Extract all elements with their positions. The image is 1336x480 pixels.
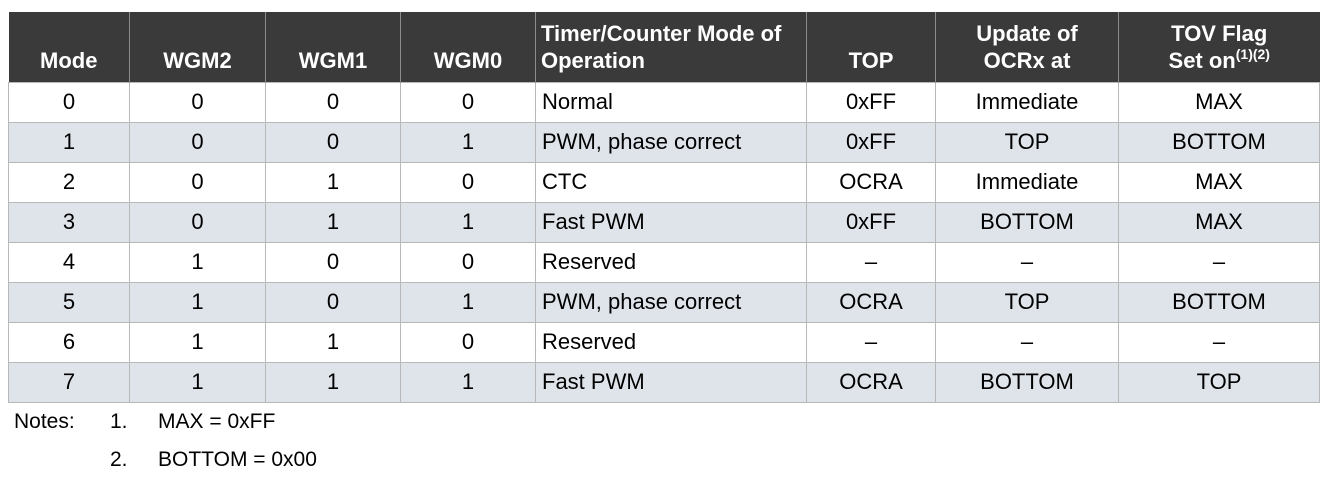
- cell-update-ocrx: –: [935, 321, 1119, 363]
- cell-update-ocrx: –: [935, 241, 1119, 283]
- cell-wgm1: 1: [265, 321, 401, 363]
- cell-operation: Fast PWM: [535, 201, 807, 243]
- cell-wgm0: 1: [400, 121, 536, 163]
- header-operation-line2: Operation: [541, 47, 645, 73]
- cell-mode: 4: [8, 241, 130, 283]
- cell-mode: 1: [8, 121, 130, 163]
- cell-wgm1: 0: [265, 81, 401, 123]
- cell-top: –: [806, 241, 936, 283]
- cell-operation: Normal: [535, 81, 807, 123]
- note-number: 1.: [110, 410, 128, 433]
- cell-mode: 0: [8, 81, 130, 123]
- cell-wgm0: 0: [400, 241, 536, 283]
- table-notes: Notes: 1. MAX = 0xFF 2. BOTTOM = 0x00: [14, 403, 317, 479]
- note-item: 2. BOTTOM = 0x00: [14, 441, 317, 479]
- header-tov-line1: TOV Flag: [1171, 20, 1268, 46]
- cell-wgm2: 1: [129, 321, 266, 363]
- table-row: 3 0 1 1 Fast PWM 0xFF BOTTOM MAX: [8, 201, 1320, 243]
- header-update-line2: OCRx at: [983, 47, 1071, 73]
- header-operation-line1: Timer/Counter Mode of: [541, 20, 782, 46]
- cell-operation: Reserved: [535, 321, 807, 363]
- header-update: Update of OCRx at: [935, 12, 1119, 82]
- cell-top: OCRA: [806, 161, 936, 203]
- cell-tov-flag: MAX: [1118, 81, 1320, 123]
- cell-tov-flag: TOP: [1118, 361, 1320, 403]
- cell-tov-flag: BOTTOM: [1118, 121, 1320, 163]
- header-tov-flag: TOV Flag Set on(1)(2): [1118, 12, 1320, 82]
- table-row: 5 1 0 1 PWM, phase correct OCRA TOP BOTTOM: [8, 281, 1320, 323]
- cell-top: 0xFF: [806, 81, 936, 123]
- cell-operation: CTC: [535, 161, 807, 203]
- cell-top: 0xFF: [806, 121, 936, 163]
- cell-tov-flag: MAX: [1118, 201, 1320, 243]
- cell-tov-flag: –: [1118, 321, 1320, 363]
- cell-top: OCRA: [806, 281, 936, 323]
- cell-wgm0: 0: [400, 161, 536, 203]
- cell-wgm0: 0: [400, 321, 536, 363]
- cell-operation: Fast PWM: [535, 361, 807, 403]
- cell-wgm1: 1: [265, 361, 401, 403]
- cell-wgm2: 0: [129, 121, 266, 163]
- cell-wgm0: 1: [400, 281, 536, 323]
- header-update-line1: Update of: [976, 20, 1078, 46]
- note-item: Notes: 1. MAX = 0xFF: [14, 403, 317, 441]
- cell-mode: 5: [8, 281, 130, 323]
- waveform-generation-mode-table: Mode WGM2 WGM1 WGM0 Timer/Counter Mode o…: [8, 12, 1320, 403]
- cell-update-ocrx: TOP: [935, 281, 1119, 323]
- header-operation: Timer/Counter Mode of Operation: [535, 12, 807, 82]
- cell-wgm0: 1: [400, 201, 536, 243]
- header-wgm2: WGM2: [129, 12, 266, 82]
- cell-wgm1: 0: [265, 281, 401, 323]
- header-row: Mode WGM2 WGM1 WGM0 Timer/Counter Mode o…: [8, 12, 1320, 82]
- cell-mode: 7: [8, 361, 130, 403]
- cell-update-ocrx: Immediate: [935, 81, 1119, 123]
- cell-update-ocrx: Immediate: [935, 161, 1119, 203]
- cell-wgm2: 0: [129, 81, 266, 123]
- cell-tov-flag: –: [1118, 241, 1320, 283]
- cell-wgm2: 1: [129, 361, 266, 403]
- cell-wgm1: 0: [265, 241, 401, 283]
- header-wgm0: WGM0: [400, 12, 536, 82]
- table-body: 0 0 0 0 Normal 0xFF Immediate MAX 1 0 0 1 PWM, phase…: [8, 81, 1320, 403]
- note-text: MAX = 0xFF: [158, 410, 276, 433]
- table-row: 6 1 1 0 Reserved – – –: [8, 321, 1320, 363]
- cell-top: 0xFF: [806, 201, 936, 243]
- notes-label-spacer: [14, 441, 110, 479]
- cell-wgm2: 0: [129, 161, 266, 203]
- cell-wgm1: 0: [265, 121, 401, 163]
- header-tov-footnote-ref: (1)(2): [1235, 45, 1270, 62]
- cell-operation: PWM, phase correct: [535, 121, 807, 163]
- notes-label: Notes:: [14, 410, 75, 433]
- cell-wgm1: 1: [265, 161, 401, 203]
- cell-tov-flag: MAX: [1118, 161, 1320, 203]
- cell-wgm1: 1: [265, 201, 401, 243]
- table-row: 7 1 1 1 Fast PWM OCRA BOTTOM TOP: [8, 361, 1320, 403]
- header-wgm1: WGM1: [265, 12, 401, 82]
- cell-wgm2: 1: [129, 281, 266, 323]
- cell-operation: Reserved: [535, 241, 807, 283]
- cell-wgm0: 0: [400, 81, 536, 123]
- cell-wgm2: 0: [129, 201, 266, 243]
- cell-wgm0: 1: [400, 361, 536, 403]
- cell-top: OCRA: [806, 361, 936, 403]
- cell-update-ocrx: BOTTOM: [935, 201, 1119, 243]
- cell-mode: 2: [8, 161, 130, 203]
- cell-wgm2: 1: [129, 241, 266, 283]
- note-text: BOTTOM = 0x00: [158, 448, 317, 471]
- cell-mode: 6: [8, 321, 130, 363]
- header-top: TOP: [806, 12, 936, 82]
- table-row: 1 0 0 1 PWM, phase correct 0xFF TOP BOTTOM: [8, 121, 1320, 163]
- table-row: 4 1 0 0 Reserved – – –: [8, 241, 1320, 283]
- cell-mode: 3: [8, 201, 130, 243]
- header-tov-line2: Set on: [1168, 47, 1236, 73]
- note-number: 2.: [110, 448, 128, 471]
- cell-update-ocrx: BOTTOM: [935, 361, 1119, 403]
- cell-top: –: [806, 321, 936, 363]
- header-mode: Mode: [8, 12, 130, 82]
- table-row: 2 0 1 0 CTC OCRA Immediate MAX: [8, 161, 1320, 203]
- cell-operation: PWM, phase correct: [535, 281, 807, 323]
- cell-tov-flag: BOTTOM: [1118, 281, 1320, 323]
- table-row: 0 0 0 0 Normal 0xFF Immediate MAX: [8, 81, 1320, 123]
- cell-update-ocrx: TOP: [935, 121, 1119, 163]
